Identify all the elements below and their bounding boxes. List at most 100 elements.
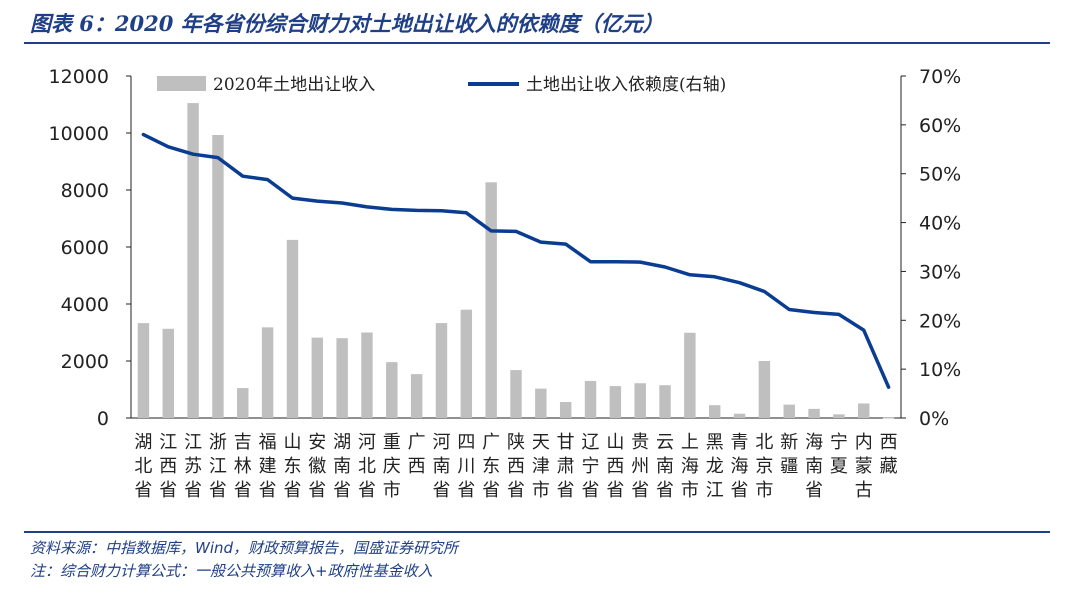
category-label: 西 [408, 456, 426, 477]
legend-bar-label: 2020年土地出让收入 [213, 75, 375, 95]
category-label: 重 [383, 432, 401, 453]
category-label: 海 [731, 456, 749, 477]
bar [311, 337, 324, 418]
category-label: 甘 [557, 432, 575, 453]
bar [137, 323, 150, 418]
bar [212, 134, 224, 418]
category-label: 省 [308, 480, 326, 501]
category-label: 山 [606, 432, 624, 453]
category-label: 北 [755, 432, 773, 453]
category-label: 省 [606, 480, 624, 501]
category-label: 省 [656, 480, 674, 501]
category-label: 新 [780, 432, 798, 453]
category-label: 省 [631, 480, 649, 501]
category-label: 西 [606, 456, 624, 477]
category-label: 省 [482, 480, 500, 501]
category-label: 南 [656, 456, 674, 477]
left-tick-label: 10000 [49, 123, 109, 145]
category-label: 北 [358, 456, 376, 477]
category-label: 吉 [234, 432, 252, 453]
category-label: 省 [731, 480, 749, 501]
category-label: 湖 [134, 432, 152, 453]
category-label: 贵 [631, 432, 649, 453]
bar [659, 385, 671, 418]
category-label: 蒙 [855, 456, 873, 477]
category-label: 省 [259, 480, 277, 501]
category-label: 津 [532, 456, 550, 477]
left-tick-label: 4000 [61, 294, 109, 316]
category-label: 西 [507, 456, 525, 477]
bar [386, 362, 398, 418]
legend-bar-swatch [157, 76, 206, 91]
category-label: 西 [159, 456, 177, 477]
category-label: 浙 [209, 432, 227, 453]
source-note: 资料来源：中指数据库，Wind，财政预算报告，国盛证券研究所 [30, 539, 459, 557]
category-label: 宁 [830, 432, 848, 453]
bar [708, 405, 721, 418]
category-label: 川 [457, 456, 475, 477]
category-label: 江 [159, 432, 177, 453]
bar [783, 404, 795, 418]
bar [485, 182, 497, 418]
right-tick-label: 70% [919, 66, 961, 88]
bar [535, 388, 547, 418]
category-label: 四 [457, 432, 475, 453]
category-label: 省 [234, 480, 252, 501]
category-label: 河 [358, 432, 376, 453]
category-label: 省 [582, 480, 600, 501]
category-label: 疆 [780, 456, 798, 477]
category-label: 天 [532, 432, 550, 453]
footer-rule [24, 531, 1050, 533]
category-label: 省 [805, 480, 823, 501]
bar [882, 417, 895, 419]
category-label: 省 [209, 480, 227, 501]
category-label: 省 [457, 480, 475, 501]
category-label: 苏 [184, 456, 202, 477]
category-label: 北 [134, 456, 152, 477]
category-label: 西 [880, 432, 898, 453]
bar [435, 323, 448, 418]
category-label: 上 [681, 432, 699, 453]
category-label: 市 [532, 480, 550, 501]
category-label: 市 [681, 480, 699, 501]
category-label: 东 [283, 456, 301, 477]
category-label: 市 [383, 480, 401, 501]
bar [286, 239, 299, 418]
category-label: 龙 [706, 456, 724, 477]
bar [460, 309, 473, 418]
bar [237, 388, 249, 418]
category-label: 辽 [582, 432, 600, 453]
category-label: 南 [432, 456, 450, 477]
category-label: 徽 [308, 456, 326, 477]
bar [336, 338, 348, 418]
category-label: 省 [159, 480, 177, 501]
bar [609, 386, 622, 418]
category-label: 广 [482, 432, 500, 453]
category-label: 南 [805, 456, 823, 477]
bar [559, 402, 572, 418]
category-label: 省 [283, 480, 301, 501]
left-tick-label: 0 [97, 408, 109, 430]
category-label: 江 [706, 480, 724, 501]
category-label: 湖 [333, 432, 351, 453]
right-tick-label: 30% [919, 261, 961, 283]
bar [733, 413, 746, 418]
bar [808, 408, 820, 418]
category-label: 海 [805, 432, 823, 453]
category-label: 南 [333, 456, 351, 477]
category-label: 省 [432, 480, 450, 501]
category-label: 省 [557, 480, 575, 501]
category-label: 江 [184, 432, 202, 453]
category-label: 内 [855, 432, 873, 453]
category-label: 州 [631, 456, 649, 477]
right-tick-label: 50% [919, 164, 961, 186]
category-label: 省 [134, 480, 152, 501]
category-label: 东 [482, 456, 500, 477]
bar [162, 328, 174, 418]
category-label: 青 [731, 432, 749, 453]
category-label: 肃 [557, 456, 575, 477]
bar [584, 380, 597, 418]
left-tick-label: 2000 [61, 351, 109, 373]
category-label: 京 [755, 456, 773, 477]
category-label: 广 [408, 432, 426, 453]
